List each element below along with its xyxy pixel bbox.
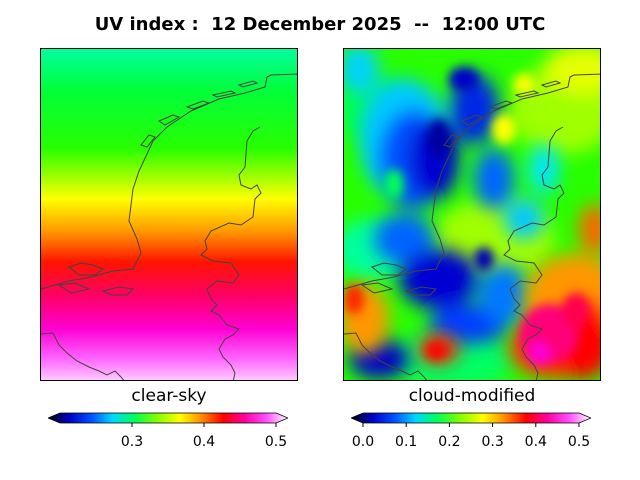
cloud-modified-colorbar-tick-label: 0.5 [567, 434, 591, 450]
cloud-modified-field [344, 49, 600, 380]
coastline [344, 73, 600, 380]
cloud-modified-colorbar-tick-label: 0.2 [438, 434, 461, 450]
cloud-modified-map [344, 49, 600, 380]
cloud-modified-label: cloud-modified [408, 386, 536, 406]
clear-sky-label: clear-sky [131, 386, 207, 406]
cloud-modified-map-panel [343, 48, 601, 381]
cloud-modified-colorbar-tick-label: 0.0 [351, 434, 375, 450]
clear-sky-colorbar-tick-label: 0.5 [264, 434, 288, 450]
cloud-modified-colorbar-tick-label: 0.3 [481, 434, 504, 450]
coastline [41, 73, 297, 380]
clear-sky-map-panel [40, 48, 298, 381]
clear-sky-map [41, 49, 297, 380]
clear-sky-field [41, 49, 297, 380]
cloud-modified-colorbar-ticks [362, 423, 580, 427]
cloud-modified-colorbar-tick-label: 0.4 [524, 434, 547, 450]
clear-sky-colorbar [48, 412, 288, 427]
cloud-modified-colorbar [351, 412, 591, 427]
cloud-modified-colorbar-tick-label: 0.1 [395, 434, 418, 450]
clear-sky-colorbar-ticks [131, 423, 277, 427]
figure-title: UV index : 12 December 2025 -- 12:00 UTC [94, 14, 546, 35]
clear-sky-colorbar-tick-label: 0.3 [120, 434, 144, 450]
clear-sky-colorbar-tick-label: 0.4 [192, 434, 216, 450]
